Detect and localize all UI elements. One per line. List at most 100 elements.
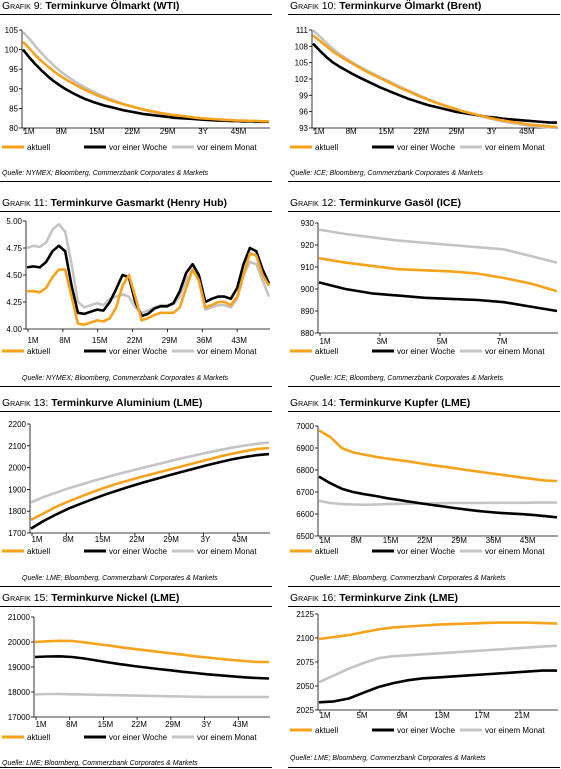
- x-tick-label: 3Y: [202, 720, 212, 729]
- x-tick-label: 29M: [163, 535, 179, 544]
- legend-label-aktuell: aktuell: [27, 143, 50, 152]
- bottom-rule: [288, 767, 560, 768]
- legend-label-aktuell: aktuell: [315, 547, 338, 556]
- series-line-aktuell: [34, 639, 269, 664]
- series-line-vor-einer-woche: [26, 244, 271, 318]
- x-tick-label: 29M: [449, 127, 465, 136]
- series-line-vor-einem-monat: [30, 441, 270, 504]
- line-chart: 4.00 4.25 4.50 4.75 5.00 1M 8M 15M 22M 29M 36M 43M a…: [2, 217, 271, 356]
- y-tick-label: 21000: [8, 613, 31, 622]
- y-tick-label: 5.00: [6, 217, 22, 226]
- title-rule: [288, 411, 560, 412]
- x-tick-label: 22M: [125, 127, 141, 136]
- chart-title: Grafik 14: Terminkurve Kupfer (LME): [290, 397, 470, 409]
- y-tick-label: 2050: [296, 682, 314, 691]
- legend-label-vor-einer-woche: vor einer Woche: [109, 347, 168, 356]
- legend-label-vor-einer-woche: vor einer Woche: [109, 547, 168, 556]
- title-rule: [288, 14, 560, 15]
- chart-title: Grafik 11: Terminkurve Gasmarkt (Henry H…: [2, 197, 227, 209]
- x-tick-label: 13M: [434, 711, 450, 720]
- line-chart: 2025 2050 2075 2100 2125 1M 5M 9M 13M 17M 21M aktue…: [290, 610, 558, 735]
- y-tick-label: 1800: [8, 507, 26, 516]
- legend-label-vor-einem-monat: vor einem Monat: [197, 547, 257, 556]
- legend-label-aktuell: aktuell: [315, 143, 338, 152]
- x-tick-label: 43M: [231, 127, 247, 136]
- x-tick-label: 43M: [233, 720, 249, 729]
- chart-title-text: Terminkurve Gasöl (ICE): [339, 197, 461, 209]
- legend-label-vor-einem-monat: vor einem Monat: [485, 726, 545, 735]
- x-tick-label: 8M: [56, 127, 67, 136]
- y-tick-label: 1900: [8, 485, 26, 494]
- x-tick-label: 17M: [474, 711, 490, 720]
- series-line-vor-einer-woche: [312, 42, 557, 124]
- y-tick-label: 105: [5, 26, 19, 35]
- chart-panel-g14: Grafik 14: Terminkurve Kupfer (LME) 6500 6…: [288, 397, 560, 588]
- series-line-aktuell: [27, 252, 271, 326]
- y-tick-label: 93: [299, 124, 308, 133]
- legend-label-vor-einer-woche: vor einer Woche: [397, 347, 456, 356]
- chart-title: Grafik 12: Terminkurve Gasöl (ICE): [290, 197, 461, 209]
- bottom-rule: [0, 586, 272, 587]
- chart-panel-g15: Grafik 15: Terminkurve Nickel (LME) 17000…: [0, 592, 272, 769]
- y-tick-label: 2125: [296, 610, 314, 619]
- legend-label-vor-einer-woche: vor einer Woche: [397, 143, 456, 152]
- x-tick-label: 8M: [66, 720, 77, 729]
- x-tick-label: 36M: [197, 336, 213, 345]
- chart-title-text: Terminkurve Kupfer (LME): [339, 397, 471, 409]
- y-tick-label: 111: [296, 26, 309, 35]
- y-tick-label: 18000: [8, 688, 31, 697]
- source-note: Quelle: NYMEX; Bloomberg, Commerzbank Co…: [2, 170, 209, 177]
- y-tick-label: 1700: [8, 529, 26, 538]
- y-tick-label: 4.25: [6, 298, 22, 307]
- x-tick-label: 3M: [376, 337, 387, 346]
- legend-label-aktuell: aktuell: [315, 347, 338, 356]
- x-tick-label: 1M: [319, 711, 330, 720]
- chart-number: Grafik 16:: [290, 592, 337, 604]
- x-tick-label: 7M: [496, 337, 507, 346]
- y-tick-label: 4.50: [6, 271, 22, 280]
- x-tick-label: 5M: [356, 711, 367, 720]
- legend-label-vor-einem-monat: vor einem Monat: [485, 547, 545, 556]
- y-tick-label: 7000: [296, 422, 314, 431]
- chart-panel-g10: Grafik 10: Terminkurve Ölmarkt (Brent) 93…: [288, 0, 560, 183]
- series-line-vor-einem-monat: [26, 222, 271, 315]
- series-line-vor-einem-monat: [318, 499, 557, 507]
- x-tick-label: 22M: [414, 127, 430, 136]
- y-tick-label: 102: [295, 75, 309, 84]
- y-tick-label: 2100: [296, 634, 314, 643]
- x-tick-label: 15M: [92, 336, 108, 345]
- chart-number: Grafik 15:: [2, 592, 49, 604]
- x-tick-label: 29M: [451, 536, 467, 545]
- bottom-rule: [288, 181, 560, 182]
- y-tick-label: 96: [299, 108, 308, 117]
- y-tick-label: 2200: [8, 420, 26, 429]
- series-line-vor-einer-woche: [318, 281, 558, 313]
- x-tick-label: 1M: [319, 536, 330, 545]
- legend-label-vor-einem-monat: vor einem Monat: [197, 143, 257, 152]
- y-tick-label: 100: [5, 46, 19, 55]
- series-line-vor-einem-monat: [318, 644, 558, 684]
- x-tick-label: 1M: [31, 535, 42, 544]
- y-tick-label: 2000: [8, 464, 26, 473]
- chart-number: Grafik 9:: [2, 0, 43, 12]
- y-tick-label: 890: [301, 307, 315, 316]
- x-tick-label: 15M: [98, 720, 114, 729]
- y-tick-label: 6900: [296, 444, 314, 453]
- chart-title-text: Terminkurve Nickel (LME): [51, 592, 180, 604]
- series-line-vor-einer-woche: [318, 475, 558, 519]
- series-line-aktuell: [318, 621, 558, 641]
- x-tick-label: 8M: [63, 535, 74, 544]
- x-tick-label: 22M: [131, 720, 147, 729]
- chart-title-text: Terminkurve Aluminium (LME): [51, 397, 203, 409]
- x-tick-label: 8M: [346, 127, 357, 136]
- series-line-vor-einer-woche: [30, 452, 270, 530]
- chart-number: Grafik 11:: [2, 197, 48, 209]
- chart-title: Grafik 13: Terminkurve Aluminium (LME): [2, 397, 202, 409]
- chart-title-text: Terminkurve Gasmarkt (Henry Hub): [50, 197, 228, 209]
- bottom-rule: [0, 181, 272, 182]
- series-line-aktuell: [318, 429, 558, 483]
- y-tick-label: 85: [9, 104, 18, 113]
- y-tick-label: 105: [295, 59, 309, 68]
- x-tick-label: 29M: [165, 720, 181, 729]
- source-note: Quelle: LME; Bloomberg, Commerzbank Corp…: [290, 755, 486, 762]
